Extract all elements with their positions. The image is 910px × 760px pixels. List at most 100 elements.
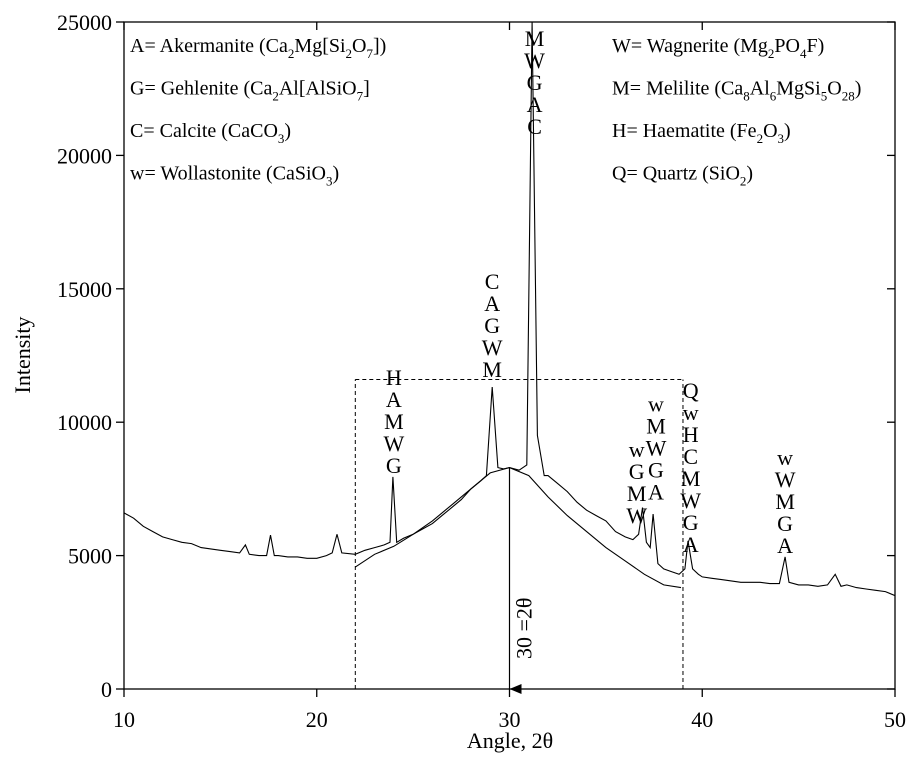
subscript: 5 [821,89,828,104]
peak-label: C [683,444,698,469]
annotation: W= Wagnerite (Mg2PO4F) [612,35,824,61]
annotation-text: Q= Quartz (SiO [612,163,740,185]
peak-label: G [648,458,664,483]
peak-label: H [386,365,402,390]
subscript: 2 [288,46,295,61]
subscript: 8 [743,89,750,104]
annotation: G= Gehlenite (Ca2Al[AlSiO7] [130,78,370,104]
annotation-text: ) [855,78,862,100]
peak-label: W [680,488,701,513]
plot-area [124,22,895,597]
peak-label: M [525,26,545,51]
peak-label: A [386,387,402,412]
x-tick-label: 20 [306,707,328,732]
annotation-text: A= Akermanite (Ca [130,35,288,57]
subscript: 3 [778,131,785,146]
subscript: 4 [800,46,807,61]
peak-label: W [482,335,503,360]
annotation-text: ) [784,120,791,142]
peak-label: H [683,422,699,447]
peak-label: w [777,445,793,470]
x-axis-title: Angle, 2θ [467,728,553,753]
annotation-text: Al [750,78,770,100]
peak-label: G [777,511,793,536]
peak-label: w [683,400,699,425]
annotation: C= Calcite (CaCO3) [130,120,291,146]
annotation-text: G= Gehlenite (Ca [130,78,272,100]
peak-label: W [524,48,545,73]
peak-label: C [485,269,500,294]
annotation-text: ) [746,163,753,185]
peak-label: G [629,459,645,484]
annotation-text: W= Wagnerite (Mg [612,35,768,57]
y-tick-label: 10000 [57,410,112,435]
annotation-text: Al[AlSiO [279,78,357,100]
y-axis-title: Intensity [10,317,35,394]
annotation-text: ) [284,120,291,142]
peak-label: A [777,533,793,558]
annotation: w= Wollastonite (CaSiO3) [130,163,339,189]
data-line [354,467,682,589]
annotation-text: H= Haematite (Fe [612,120,757,142]
annotation: Q= Quartz (SiO2) [612,163,753,189]
annotation-text: F) [807,35,825,57]
y-tick-label: 0 [101,677,112,702]
marker-label: 30 =2θ [512,598,537,659]
peak-label: A [648,480,664,505]
subscript: 7 [366,46,373,61]
x-tick-label: 10 [113,707,135,732]
peak-label: W [775,467,796,492]
annotation-text: Mg[Si [294,35,346,57]
annotation-text: ) [332,163,339,185]
peak-label: M [627,481,647,506]
y-tick-label: 20000 [57,143,112,168]
y-tick-label: 15000 [57,277,112,302]
peak-label: G [527,70,543,95]
annotation-text: MgSi [776,78,821,100]
subscript: 2 [272,89,279,104]
annotation-text: ]) [373,35,386,57]
data-line [124,22,895,597]
y-tick-label: 5000 [68,544,112,569]
x-tick-label: 30 [499,707,521,732]
subscript: 2 [757,131,764,146]
peak-label: W [646,436,667,461]
peak-label: M [775,489,795,514]
peak-label: G [386,453,402,478]
subscript: 6 [770,89,777,104]
annotation-text: PO [774,35,800,57]
peak-label: M [384,409,404,434]
subscript: 2 [740,174,747,189]
peak-label: W [626,503,647,528]
peak-label: G [484,313,500,338]
x-tick-label: 40 [691,707,713,732]
y-tick-label: 25000 [57,10,112,35]
annotation-text: w= Wollastonite (CaSiO [130,163,326,185]
subscript: 2 [346,46,353,61]
peak-label: Q [683,378,699,403]
peak-label: M [681,466,701,491]
peak-label: M [482,357,502,382]
annotation-text: M= Melilite (Ca [612,78,743,100]
subscript: 3 [278,131,285,146]
peak-label: A [527,92,543,117]
subscript: 7 [357,89,364,104]
annotation-text: ] [363,78,370,100]
annotation-text: C= Calcite (CaCO [130,120,278,142]
peak-label: w [629,437,645,462]
peak-label: A [484,291,500,316]
peak-label: A [683,532,699,557]
subscript: 2 [768,46,775,61]
annotation: M= Melilite (Ca8Al6MgSi5O28) [612,78,861,104]
peak-label: M [646,414,666,439]
subscript: 28 [842,89,855,104]
x-tick-label: 50 [884,707,906,732]
peak-label: C [527,114,542,139]
peak-label: w [648,392,664,417]
annotation-text: O [352,35,366,57]
annotation: A= Akermanite (Ca2Mg[Si2O7]) [130,35,386,61]
peak-label: W [383,431,404,456]
annotation-text: O [827,78,841,100]
annotation: H= Haematite (Fe2O3) [612,120,791,146]
